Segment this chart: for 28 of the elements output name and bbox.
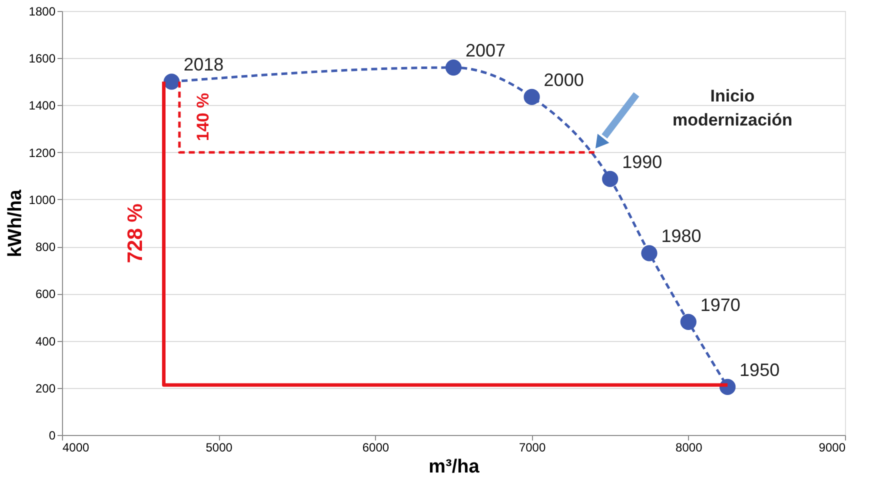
annotation: 1970 — [700, 294, 740, 315]
annotation: 1980 — [661, 226, 702, 246]
annotation: 2000 — [544, 70, 584, 90]
y-tick-label: 0 — [48, 428, 56, 442]
y-tick-label: 1000 — [28, 192, 56, 207]
y-tick-label: 1600 — [28, 52, 56, 66]
annotation: 1990 — [622, 152, 662, 172]
annotation: Inicio modernización — [672, 86, 792, 130]
y-tick-label: 1800 — [28, 4, 56, 18]
y-tick-label: 200 — [35, 381, 56, 396]
y-tick-label: 800 — [35, 240, 56, 254]
x-tick-label: 5000 — [206, 440, 233, 454]
annotation: 728 % — [124, 203, 147, 264]
x-tick-label: 4000 — [62, 440, 90, 454]
x-axis-title: m³/ha — [428, 456, 480, 478]
x-tick-label: 8000 — [676, 440, 703, 454]
annotation: 140 % — [193, 92, 212, 142]
x-tick-label: 9000 — [818, 440, 846, 454]
y-tick-label: 1200 — [28, 146, 56, 160]
y-tick-label: 1400 — [28, 98, 56, 113]
y-tick-label: 400 — [35, 334, 56, 348]
annotation: 1950 — [740, 360, 780, 380]
annotation: 2007 — [466, 40, 506, 61]
y-axis-title: kWh/ha — [4, 189, 26, 258]
annotation: 2018 — [184, 54, 224, 75]
x-tick-label: 6000 — [362, 440, 390, 454]
x-tick-label: 7000 — [518, 440, 546, 454]
y-tick-label: 600 — [35, 287, 56, 302]
